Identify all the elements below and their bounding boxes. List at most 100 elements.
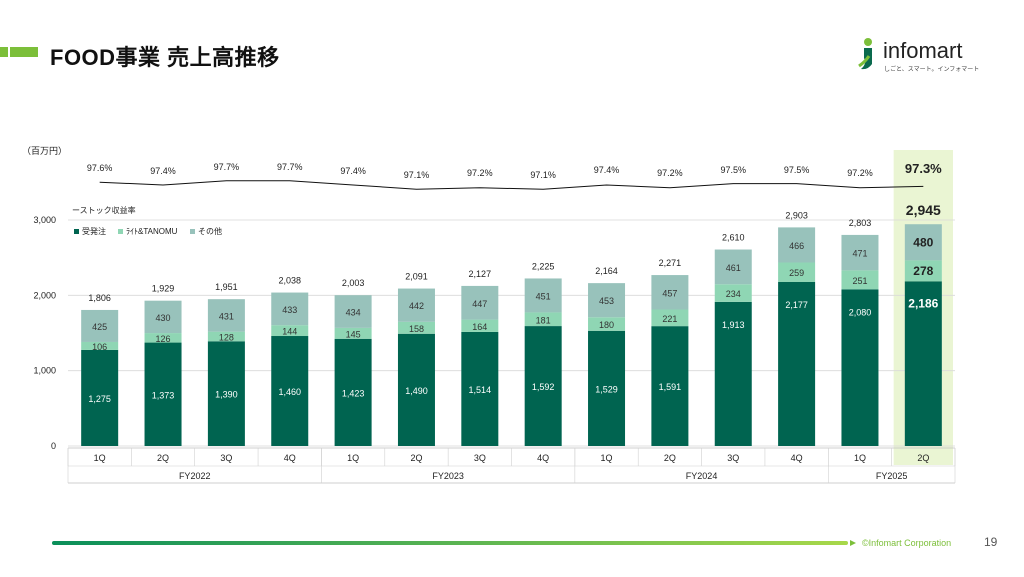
y-tick-label: 3,000 xyxy=(33,215,56,225)
bar-other xyxy=(651,275,689,310)
legend-swatch xyxy=(190,229,195,234)
data-label: 1,592 xyxy=(532,382,555,392)
bar-juhachu xyxy=(461,331,499,446)
data-label: 442 xyxy=(409,301,424,311)
bar-juhachu xyxy=(588,330,626,446)
data-label: 447 xyxy=(472,299,487,309)
data-label: 128 xyxy=(219,332,234,342)
data-label: 221 xyxy=(662,314,677,324)
data-label: 425 xyxy=(92,322,107,332)
unit-label: （百万円） xyxy=(22,146,68,156)
bar-juhachu xyxy=(144,342,182,446)
data-label: 234 xyxy=(726,289,741,299)
data-label: 251 xyxy=(852,276,867,286)
bar-light-tanomu xyxy=(524,312,562,327)
legend-ratio: ーストック収益率 xyxy=(72,205,136,215)
bar-light-tanomu xyxy=(271,325,309,337)
bar-light-tanomu xyxy=(207,331,245,342)
data-label: 480 xyxy=(913,235,933,249)
bar-other xyxy=(81,309,119,342)
data-label: 106 xyxy=(92,342,107,352)
x-tick-label: 2Q xyxy=(664,453,676,463)
data-label: 158 xyxy=(409,324,424,334)
data-label: 471 xyxy=(852,249,867,259)
bar-other xyxy=(841,234,879,271)
x-tick-label: 1Q xyxy=(854,453,866,463)
y-tick-label: 1,000 xyxy=(33,366,56,376)
ratio-label: 97.2% xyxy=(467,168,493,178)
legend-label: その他 xyxy=(198,226,222,236)
bar-other xyxy=(904,224,942,261)
data-label: 180 xyxy=(599,320,614,330)
x-tick-label: 3Q xyxy=(474,453,486,463)
legend-swatch xyxy=(118,229,123,234)
bar-other xyxy=(334,295,372,328)
total-label: 2,803 xyxy=(849,218,872,228)
bar-light-tanomu xyxy=(461,319,499,332)
y-tick-label: 2,000 xyxy=(33,290,56,300)
bar-juhachu xyxy=(524,326,562,446)
logo-wordmark: infomart xyxy=(883,38,963,63)
infomart-logo-icon xyxy=(858,38,872,70)
x-tick-label: 3Q xyxy=(220,453,232,463)
ratio-label: 97.2% xyxy=(657,168,683,178)
data-label: 181 xyxy=(536,315,551,325)
bar-light-tanomu xyxy=(588,317,626,331)
data-label: 433 xyxy=(282,305,297,315)
data-label: 1,591 xyxy=(659,382,682,392)
fiscal-year-label: FY2025 xyxy=(876,471,908,481)
data-label: 278 xyxy=(913,264,933,278)
data-label: 453 xyxy=(599,296,614,306)
bar-light-tanomu xyxy=(397,321,435,334)
data-label: 2,186 xyxy=(908,296,938,310)
total-label: 2,003 xyxy=(342,278,365,288)
legend-label: 受発注 xyxy=(82,226,106,236)
bar-juhachu xyxy=(271,336,309,446)
ratio-label: 97.6% xyxy=(87,163,113,173)
bar-other xyxy=(207,299,245,332)
data-label: 1,390 xyxy=(215,390,238,400)
data-label: 144 xyxy=(282,327,297,337)
data-label: 461 xyxy=(726,263,741,273)
bar-juhachu xyxy=(841,289,879,446)
bar-other xyxy=(524,278,562,313)
bar-juhachu xyxy=(81,349,119,446)
total-label: 2,038 xyxy=(278,275,301,285)
total-label: 2,903 xyxy=(785,210,808,220)
total-label: 2,225 xyxy=(532,261,555,271)
page-number: 19 xyxy=(984,535,998,549)
fiscal-year-label: FY2024 xyxy=(686,471,718,481)
bar-light-tanomu xyxy=(904,260,942,282)
x-tick-label: 2Q xyxy=(157,453,169,463)
data-label: 164 xyxy=(472,322,487,332)
ratio-label: 97.7% xyxy=(214,162,240,172)
company-logo: infomart しごと、スマート。インフォマート xyxy=(855,36,985,76)
x-tick-label: 2Q xyxy=(917,453,929,463)
bar-light-tanomu xyxy=(144,333,182,343)
x-tick-label: 1Q xyxy=(601,453,613,463)
data-label: 2,177 xyxy=(785,300,808,310)
copyright-text: ©Infomart Corporation xyxy=(862,538,952,548)
data-label: 451 xyxy=(536,291,551,301)
ratio-label: 97.3% xyxy=(905,161,942,176)
total-label: 2,091 xyxy=(405,271,428,281)
data-label: 259 xyxy=(789,268,804,278)
bar-juhachu xyxy=(778,281,816,446)
total-label: 1,806 xyxy=(88,293,111,303)
header-stripe-icon xyxy=(0,47,38,57)
ratio-label: 97.5% xyxy=(720,165,746,175)
x-tick-label: 2Q xyxy=(410,453,422,463)
total-label: 2,945 xyxy=(906,202,941,218)
data-label: 466 xyxy=(789,241,804,251)
data-label: 1,913 xyxy=(722,320,745,330)
ratio-label: 97.2% xyxy=(847,168,873,178)
data-label: 1,490 xyxy=(405,386,428,396)
fiscal-year-label: FY2023 xyxy=(432,471,464,481)
bar-other xyxy=(144,300,182,334)
data-label: 1,460 xyxy=(278,387,301,397)
x-tick-label: 4Q xyxy=(284,453,296,463)
data-label: 1,275 xyxy=(88,394,111,404)
x-tick-label: 4Q xyxy=(791,453,803,463)
